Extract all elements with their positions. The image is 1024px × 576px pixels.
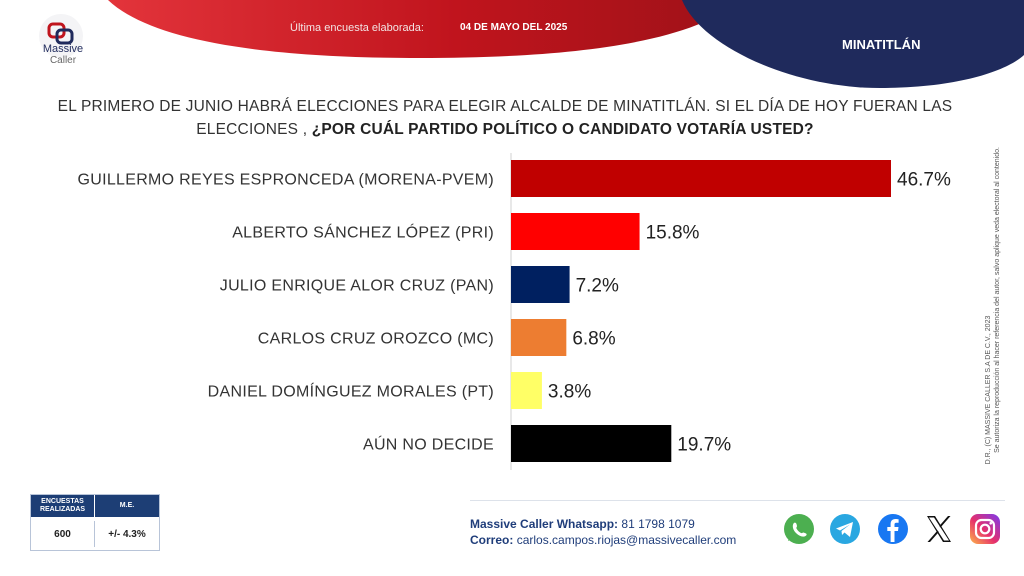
category-label-6: AÚN NO DECIDE — [363, 435, 494, 454]
region-title: MINATITLÁN — [842, 37, 921, 52]
copyright-line1: D.R., (C) MASSIVE CALLER S.A DE C.V., 20… — [985, 316, 992, 465]
value-label-1: 46.7% — [897, 170, 951, 191]
last-survey-date: 04 DE MAYO DEL 2025 — [460, 22, 568, 33]
contact-info: Massive Caller Whatsapp: 81 1798 1079 Co… — [470, 516, 736, 548]
value-label-5: 3.8% — [548, 382, 591, 403]
me-header: M.E. — [95, 495, 159, 517]
brand-line2: Caller — [49, 55, 77, 66]
category-label-3: JULIO ENRIQUE ALOR CRUZ (PAN) — [220, 278, 494, 295]
bar-4 — [511, 319, 567, 356]
me-value: +/- 4.3% — [108, 528, 146, 540]
bar-6 — [511, 425, 672, 462]
surveys-header: ENCUESTAS REALIZADAS — [31, 495, 94, 517]
email-address[interactable]: carlos.campos.riojas@massivecaller.com — [516, 533, 737, 547]
value-label-4: 6.8% — [572, 329, 615, 350]
brand-name: Massive Caller — [30, 43, 96, 67]
copyright-line2: Se autoriza la reproducción al hacer ref… — [994, 147, 1001, 453]
surveys-value: 600 — [31, 521, 95, 547]
whatsapp-label: Massive Caller Whatsapp: — [470, 517, 619, 531]
category-label-5: DANIEL DOMÍNGUEZ MORALES (PT) — [208, 382, 494, 401]
category-label-1: GUILLERMO REYES ESPRONCEDA (MORENA-PVEM) — [77, 172, 494, 189]
category-label-2: ALBERTO SÁNCHEZ LÓPEZ (PRI) — [232, 223, 494, 242]
footer-divider — [470, 500, 1005, 501]
stats-table: ENCUESTAS REALIZADAS M.E. 600 +/- 4.3% — [30, 494, 160, 551]
brand-line1: Massive — [42, 43, 84, 55]
bar-1 — [511, 160, 891, 197]
whatsapp-icon[interactable] — [782, 512, 816, 546]
email-label: Correo: — [470, 533, 514, 547]
bar-5 — [511, 372, 542, 409]
question-text: EL PRIMERO DE JUNIO HABRÁ ELECCIONES PAR… — [57, 98, 953, 138]
value-label-6: 19.7% — [677, 435, 731, 456]
category-label-4: CARLOS CRUZ OROZCO (MC) — [258, 331, 494, 348]
question-emphasis: ¿POR CUÁL PARTIDO POLÍTICO O CANDIDATO V… — [311, 121, 814, 138]
x-icon[interactable] — [922, 512, 956, 546]
whatsapp-number[interactable]: 81 1798 1079 — [621, 517, 695, 531]
value-label-3: 7.2% — [576, 276, 619, 297]
last-survey-label: Última encuesta elaborada: — [290, 22, 424, 34]
value-label-2: 15.8% — [646, 223, 700, 244]
facebook-icon[interactable] — [876, 512, 910, 546]
bar-3 — [511, 266, 570, 303]
survey-question: EL PRIMERO DE JUNIO HABRÁ ELECCIONES PAR… — [40, 95, 970, 141]
telegram-icon[interactable] — [828, 512, 862, 546]
instagram-icon[interactable] — [968, 512, 1002, 546]
email-line: Correo: carlos.campos.riojas@massivecall… — [470, 532, 736, 548]
massive-caller-logo — [39, 14, 83, 58]
bar-2 — [511, 213, 640, 250]
copyright-note: D.R., (C) MASSIVE CALLER S.A DE C.V., 20… — [985, 147, 1001, 465]
whatsapp-line: Massive Caller Whatsapp: 81 1798 1079 — [470, 516, 736, 532]
